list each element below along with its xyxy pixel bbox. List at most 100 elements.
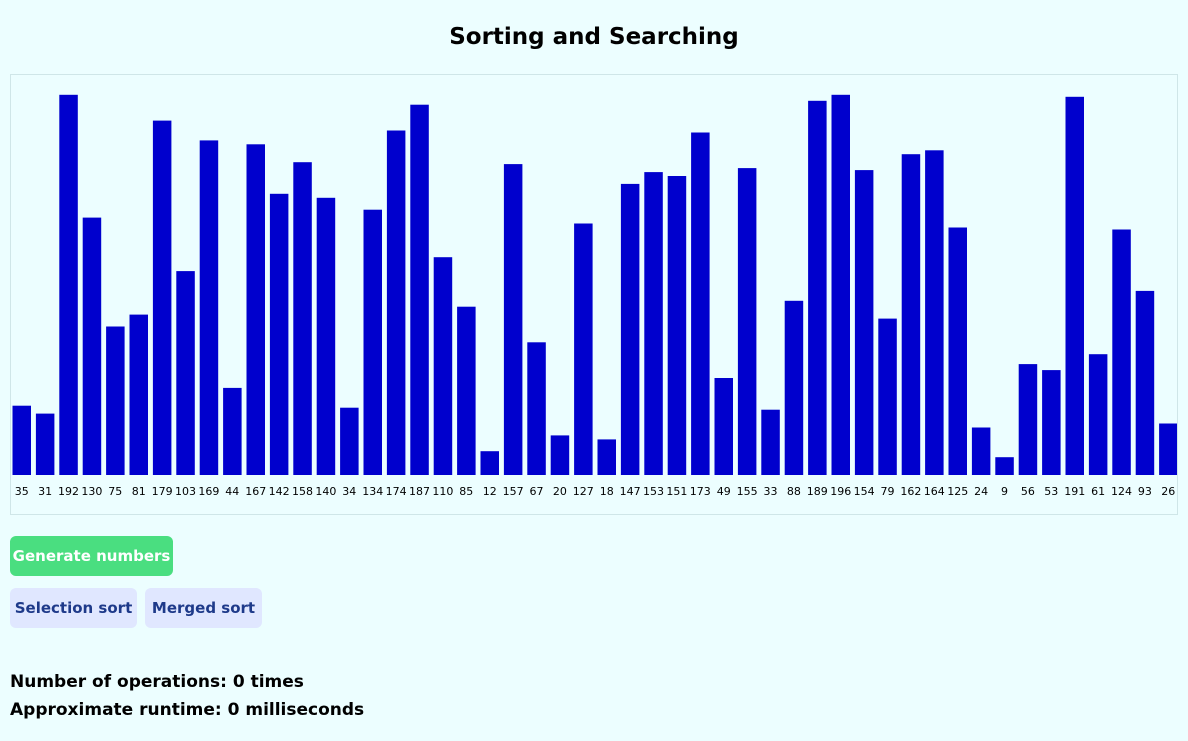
bar-value-label: 164	[924, 485, 945, 498]
bar-value-label: 9	[1001, 485, 1008, 498]
bar	[527, 342, 546, 475]
bar	[667, 176, 687, 475]
bar-value-label: 158	[292, 485, 313, 498]
bar	[152, 120, 172, 475]
bar-chart: 35 31 192 130 75 81 179 103 169 44 167 142 158 140 34 1…	[10, 74, 1178, 515]
bar-value-label: 53	[1044, 485, 1058, 498]
bar	[503, 164, 523, 475]
bar	[363, 209, 382, 475]
bar	[878, 318, 897, 475]
bar-value-label: 162	[900, 485, 921, 498]
generate-numbers-button[interactable]: Generate numbers	[10, 536, 173, 576]
bar	[457, 306, 476, 475]
bar-value-label: 49	[717, 485, 731, 498]
bar	[995, 457, 1014, 475]
bar	[82, 217, 102, 475]
bar	[59, 94, 78, 476]
bar-value-label: 191	[1064, 485, 1085, 498]
bar-value-label: 153	[643, 485, 664, 498]
bar	[340, 407, 359, 475]
bar-value-label: 35	[15, 485, 29, 498]
bar	[1042, 370, 1061, 475]
bar	[1065, 96, 1084, 476]
bar	[831, 94, 850, 476]
bar-value-label: 140	[315, 485, 336, 498]
bar	[854, 170, 874, 475]
bar	[737, 168, 757, 475]
bar-value-label: 127	[573, 485, 594, 498]
bar	[550, 435, 570, 475]
bar-value-label: 196	[830, 485, 851, 498]
bar-value-label: 189	[807, 485, 828, 498]
bar	[784, 300, 804, 475]
bar-value-label: 31	[38, 485, 52, 498]
bar	[1112, 229, 1131, 475]
bar	[761, 409, 780, 475]
bar-value-label: 93	[1138, 485, 1152, 498]
selection-sort-button[interactable]: Selection sort	[10, 588, 137, 628]
bar	[1135, 290, 1155, 475]
bar-value-label: 56	[1021, 485, 1035, 498]
bar-chart-svg: 35 31 192 130 75 81 179 103 169 44 167 142 158 140 34 1…	[12, 94, 1177, 498]
bar	[316, 197, 336, 476]
bar	[1159, 423, 1177, 475]
page-title: Sorting and Searching	[449, 24, 739, 50]
bar-value-label: 134	[362, 485, 383, 498]
bar	[199, 140, 219, 475]
bar-value-label: 147	[620, 485, 641, 498]
bar	[971, 427, 991, 475]
bar	[129, 314, 148, 475]
bar-value-label: 18	[600, 485, 614, 498]
bar	[176, 271, 195, 475]
bar-value-label: 124	[1111, 485, 1132, 498]
bar	[691, 132, 710, 475]
bar	[808, 100, 827, 476]
bar-value-label: 12	[483, 485, 497, 498]
bar-value-label: 75	[108, 485, 122, 498]
bar	[1018, 364, 1038, 475]
bar	[269, 193, 289, 476]
bar-value-label: 110	[432, 485, 453, 498]
bar	[574, 223, 593, 475]
bar	[714, 378, 733, 475]
bar	[293, 162, 312, 475]
bar-value-label: 157	[503, 485, 524, 498]
bar-value-label: 24	[974, 485, 988, 498]
bar-value-label: 61	[1091, 485, 1105, 498]
bar-value-label: 155	[737, 485, 758, 498]
bar-value-label: 26	[1161, 485, 1175, 498]
bar	[1088, 354, 1108, 475]
bar	[480, 451, 499, 475]
bar-value-label: 44	[225, 485, 239, 498]
bar-value-label: 192	[58, 485, 79, 498]
bar-value-label: 88	[787, 485, 801, 498]
merged-sort-button[interactable]: Merged sort	[145, 588, 262, 628]
bar-value-label: 103	[175, 485, 196, 498]
bar-value-label: 130	[81, 485, 102, 498]
bar-value-label: 154	[854, 485, 875, 498]
bar-value-label: 20	[553, 485, 567, 498]
bar	[223, 387, 242, 475]
bar	[246, 144, 265, 476]
bar-value-label: 179	[152, 485, 173, 498]
bar	[948, 227, 967, 475]
bar	[12, 405, 31, 475]
bar-value-label: 142	[269, 485, 290, 498]
bar-value-label: 187	[409, 485, 430, 498]
bar	[410, 104, 429, 475]
bar	[644, 172, 663, 475]
bar-value-label: 33	[764, 485, 778, 498]
bar	[597, 439, 616, 475]
bar-value-label: 167	[245, 485, 266, 498]
bar	[106, 326, 125, 475]
bar-value-label: 81	[132, 485, 146, 498]
bar	[35, 413, 55, 475]
bar-value-label: 85	[459, 485, 473, 498]
bar	[620, 183, 640, 475]
bar-value-label: 173	[690, 485, 711, 498]
bar-value-label: 125	[947, 485, 968, 498]
bar-value-label: 67	[530, 485, 544, 498]
bar	[386, 130, 406, 475]
bar-value-label: 79	[881, 485, 895, 498]
bar-value-label: 34	[342, 485, 356, 498]
